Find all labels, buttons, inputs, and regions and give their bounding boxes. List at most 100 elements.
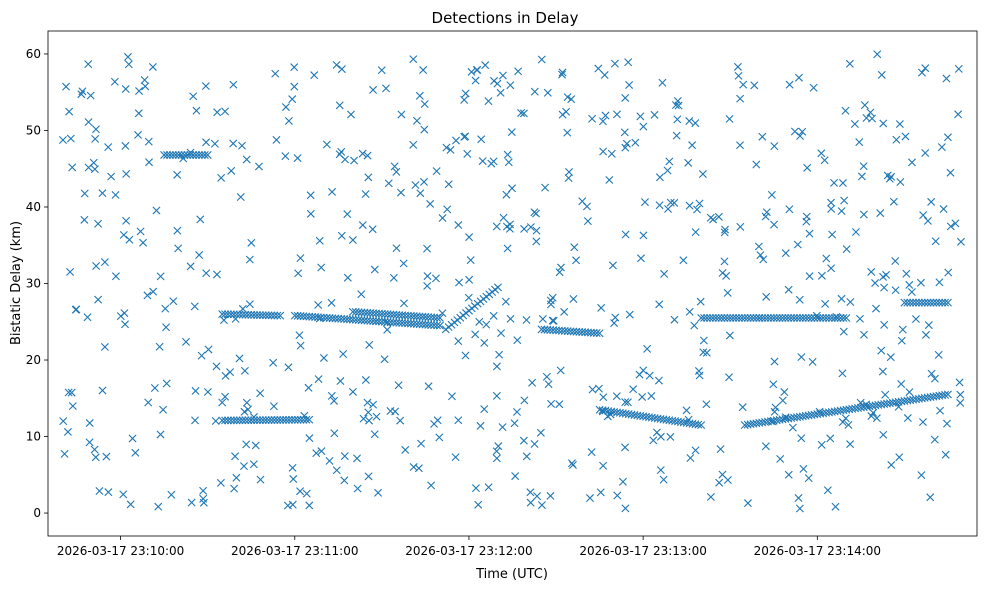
clutter-point	[781, 249, 790, 258]
clutter-point	[435, 433, 444, 442]
clutter-point	[240, 407, 249, 416]
clutter-point	[119, 230, 128, 239]
track-point	[775, 313, 784, 322]
clutter-point	[384, 179, 393, 188]
clutter-point	[892, 135, 901, 144]
clutter-point	[424, 382, 433, 391]
clutter-point	[736, 222, 745, 231]
clutter-point	[290, 63, 299, 72]
clutter-point	[272, 135, 281, 144]
clutter-point	[239, 462, 248, 471]
clutter-point	[484, 97, 493, 106]
track-point	[943, 390, 952, 399]
clutter-point	[232, 473, 241, 482]
track-point	[229, 310, 238, 319]
clutter-point	[654, 376, 663, 385]
track-point	[912, 298, 921, 307]
clutter-point	[877, 346, 886, 355]
clutter-point	[897, 380, 906, 388]
clutter-point	[155, 342, 164, 351]
clutter-point	[218, 398, 227, 407]
track-point	[804, 313, 813, 322]
clutter-point	[372, 317, 381, 326]
track-point	[287, 415, 296, 424]
clutter-point	[490, 76, 499, 85]
track-point	[714, 313, 723, 322]
clutter-point	[558, 70, 566, 79]
track-point	[247, 310, 256, 319]
clutter-point	[80, 215, 89, 224]
track-point	[192, 150, 201, 159]
clutter-point	[499, 213, 508, 222]
clutter-point	[66, 134, 75, 143]
clutter-point	[618, 477, 627, 486]
clutter-point	[327, 391, 336, 400]
clutter-point	[337, 65, 346, 74]
clutter-point	[399, 259, 408, 268]
clutter-point	[199, 498, 208, 507]
clutter-point	[924, 321, 933, 330]
clutter-point	[720, 228, 729, 237]
clutter-point	[283, 501, 292, 510]
clutter-point	[370, 430, 379, 439]
clutter-point	[219, 316, 228, 325]
clutter-point	[107, 172, 116, 181]
clutter-point	[63, 427, 72, 436]
clutter-point	[230, 484, 239, 493]
clutter-point	[340, 476, 349, 485]
clutter-point	[916, 278, 925, 287]
clutter-point	[802, 217, 811, 226]
clutter-point	[785, 205, 794, 214]
clutter-point	[784, 470, 793, 479]
clutter-point	[238, 141, 246, 150]
clutter-point	[876, 209, 885, 218]
track-point	[732, 313, 741, 322]
track-point	[801, 313, 810, 322]
clutter-point	[886, 353, 895, 362]
clutter-point	[587, 448, 596, 457]
clutter-point	[497, 329, 506, 338]
track-point	[270, 416, 279, 424]
track-point	[740, 313, 749, 322]
clutter-point	[939, 205, 948, 214]
clutter-point	[302, 489, 311, 498]
track-point	[920, 298, 929, 307]
clutter-point	[599, 393, 608, 402]
clutter-point	[718, 268, 727, 277]
clutter-point	[911, 315, 920, 324]
clutter-point	[856, 398, 865, 407]
clutter-point	[636, 254, 645, 263]
clutter-point	[647, 391, 656, 400]
track-point	[711, 313, 720, 322]
clutter-point	[426, 199, 435, 208]
clutter-point	[65, 107, 74, 116]
clutter-point	[269, 358, 278, 367]
track-point	[273, 415, 282, 424]
track-point	[827, 313, 836, 322]
clutter-point	[152, 206, 161, 215]
clutter-point	[944, 268, 953, 277]
clutter-point	[498, 71, 507, 80]
clutter-point	[690, 321, 699, 330]
clutter-point	[461, 89, 470, 98]
clutter-point	[242, 155, 251, 164]
clutter-point	[315, 314, 324, 323]
clutter-point	[86, 91, 95, 100]
clutter-point	[212, 362, 221, 371]
clutter-point	[905, 388, 914, 397]
track-point	[290, 415, 299, 424]
clutter-point	[121, 320, 130, 329]
clutter-point	[409, 140, 418, 149]
clutter-point	[454, 416, 463, 425]
clutter-point	[850, 120, 859, 128]
clutter-point	[186, 262, 195, 271]
clutter-point	[389, 273, 398, 282]
clutter-point	[513, 336, 522, 345]
clutter-point	[555, 400, 564, 409]
clutter-point	[930, 374, 939, 383]
track-point	[197, 150, 206, 159]
clutter-point	[464, 293, 473, 302]
y-tick-label: 40	[26, 200, 41, 214]
track-point	[493, 283, 502, 292]
